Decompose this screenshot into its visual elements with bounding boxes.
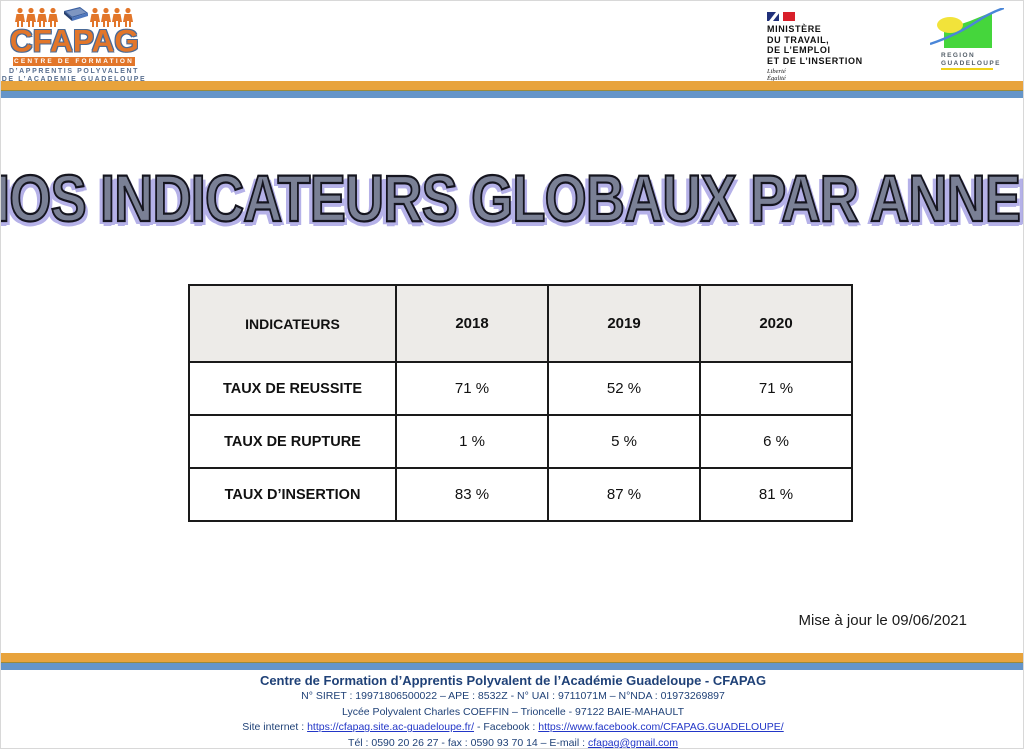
rupture-2018: 1 %	[395, 414, 549, 469]
website-link[interactable]: https://cfapag.site.ac-guadeloupe.fr/	[307, 721, 475, 734]
facebook-label: - Facebook :	[474, 721, 539, 734]
table-row: TAUX DE RUPTURE 1 % 5 % 6 %	[188, 414, 853, 469]
region-name-line2: GUADELOUPE	[941, 59, 1001, 67]
ministry-logo: MINISTÈRE DU TRAVAIL, DE L’EMPLOI ET DE …	[767, 11, 897, 89]
site-label: Site internet :	[242, 721, 308, 734]
header-indicateurs: INDICATEURS	[188, 284, 397, 363]
ministry-title-line1: MINISTÈRE	[767, 24, 822, 34]
indicators-table: INDICATEURS 2018 2019 2020 TAUX DE REUSS…	[188, 284, 853, 522]
ministry-title-line4: ET DE L’INSERTION	[767, 55, 863, 66]
header-separator-bar	[1, 81, 1023, 98]
french-flag-icon	[767, 12, 795, 21]
header-2018: 2018	[395, 284, 549, 363]
region-guadeloupe-icon	[930, 8, 1004, 48]
insertion-2018: 83 %	[395, 467, 549, 522]
region-name-line1: REGION	[941, 52, 976, 59]
page-title: NOS INDICATEURS GLOBAUX PAR ANNEE	[0, 160, 1024, 236]
header-2019: 2019	[547, 284, 701, 363]
bar-orange-stripe	[1, 81, 1023, 91]
footer-address: Lycée Polyvalent Charles COEFFIN – Trion…	[342, 705, 684, 718]
email-link[interactable]: cfapag@gmail.com	[587, 736, 678, 749]
footer-links-line: Site internet : https://cfapag.site.ac-g…	[242, 720, 783, 736]
table-header-row: INDICATEURS 2018 2019 2020	[188, 284, 853, 363]
cfapag-subtitle-line1: D’APPRENTIS POLYVALENT	[8, 67, 140, 75]
footer-org-name: Centre de Formation d’Apprentis Polyvale…	[259, 673, 767, 688]
cfapag-logo: CFAPAG CENTRE DE FORMATION D’APPRENTIS P…	[2, 7, 145, 83]
rupture-2020: 6 %	[699, 414, 853, 469]
footer: Centre de Formation d’Apprentis Polyvale…	[1, 672, 1023, 749]
motto-liberte: Liberté	[767, 68, 786, 75]
table-row: TAUX D’INSERTION 83 % 87 % 81 %	[188, 467, 853, 522]
title-container: NOS INDICATEURS GLOBAUX PAR ANNEE	[0, 160, 1024, 236]
rupture-2019: 5 %	[547, 414, 701, 469]
cfapag-band-text: CENTRE DE FORMATION	[13, 57, 135, 66]
row-label-reussite: TAUX DE REUSSITE	[188, 361, 397, 416]
reussite-2018: 71 %	[395, 361, 549, 416]
bar-blue-stripe	[1, 91, 1023, 98]
region-underline	[941, 68, 993, 70]
book-icon	[64, 7, 88, 21]
cfapag-subtitle-line2: DE L’ACADEMIE GUADELOUPE	[1, 76, 147, 83]
footer-separator-bar	[1, 653, 1023, 670]
header-2020: 2020	[699, 284, 853, 363]
footer-contact-line: Tél : 0590 20 26 27 - fax : 0590 93 70 1…	[348, 736, 678, 749]
footer-registration: N° SIRET : 19971806500022 – APE : 8532Z …	[301, 690, 725, 702]
motto-egalite: Égalité	[767, 75, 786, 82]
insertion-2020: 81 %	[699, 467, 853, 522]
cfapag-wordmark: CFAPAG	[9, 24, 139, 59]
reussite-2020: 71 %	[699, 361, 853, 416]
contact-prefix: Tél : 0590 20 26 27 - fax : 0590 93 70 1…	[348, 736, 588, 749]
table-row: TAUX DE REUSSITE 71 % 52 % 71 %	[188, 361, 853, 416]
facebook-link[interactable]: https://www.facebook.com/CFAPAG.GUADELOU…	[538, 721, 784, 734]
reussite-2019: 52 %	[547, 361, 701, 416]
row-label-rupture: TAUX DE RUPTURE	[188, 414, 397, 469]
ministry-title-line3: DE L’EMPLOI	[767, 45, 831, 55]
bar-blue-stripe	[1, 663, 1023, 670]
row-label-insertion: TAUX D’INSERTION	[188, 467, 397, 522]
region-guadeloupe-logo: REGION GUADELOUPE	[917, 8, 1017, 70]
people-and-book-icon	[15, 7, 133, 27]
bar-orange-stripe	[1, 653, 1023, 663]
ministry-title-line2: DU TRAVAIL,	[767, 34, 830, 45]
insertion-2019: 87 %	[547, 467, 701, 522]
update-date-note: Mise à jour le 09/06/2021	[798, 612, 967, 629]
